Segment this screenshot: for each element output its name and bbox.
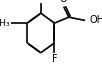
Text: F: F (52, 54, 57, 64)
Text: OH: OH (89, 15, 102, 25)
Text: Cl: Cl (36, 0, 46, 2)
Text: O: O (60, 0, 68, 4)
Text: CH₃: CH₃ (0, 19, 10, 28)
